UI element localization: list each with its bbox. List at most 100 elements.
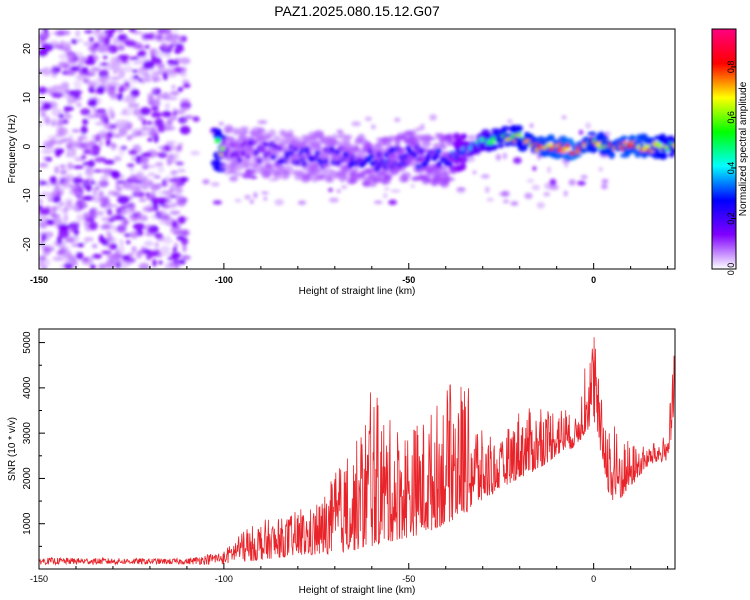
spectral-blob xyxy=(137,78,143,82)
spectral-blob xyxy=(158,210,167,217)
spectral-blob xyxy=(113,134,121,138)
spectral-blob xyxy=(131,210,140,214)
spectral-blob xyxy=(82,149,92,155)
spectral-blob xyxy=(351,121,361,127)
spectral-blob xyxy=(72,203,80,210)
spectral-blob xyxy=(274,198,284,206)
spectral-blob xyxy=(108,126,117,131)
spectral-blob xyxy=(284,158,291,166)
spectral-blob xyxy=(175,57,183,63)
spectral-blob xyxy=(39,69,44,73)
spectral-blob xyxy=(601,178,609,184)
spectral-blob xyxy=(41,150,53,154)
spectral-blob xyxy=(312,168,321,176)
spectral-blob xyxy=(39,204,43,211)
spectral-blob xyxy=(328,188,333,192)
spectral-blob xyxy=(169,186,175,194)
spectral-blob xyxy=(64,47,73,56)
spectral-blob xyxy=(131,30,143,35)
spectral-blob xyxy=(156,62,165,69)
spectral-blob xyxy=(86,183,92,192)
spectral-blob xyxy=(172,247,177,252)
spectral-blob xyxy=(150,88,157,93)
spectral-blob xyxy=(349,177,359,183)
spectral-blob xyxy=(510,201,519,206)
spectral-blob xyxy=(546,166,552,174)
spectral-blob xyxy=(166,96,178,101)
spectral-blob xyxy=(516,132,522,137)
spectral-blob xyxy=(280,137,290,142)
spectral-blob xyxy=(157,68,170,73)
spectral-blob xyxy=(177,168,186,173)
spectral-blob xyxy=(103,159,115,165)
spectral-blob xyxy=(147,137,153,142)
spectral-blob xyxy=(92,169,104,173)
spectral-blob xyxy=(66,161,73,171)
snr-y-tick-label: 1000 xyxy=(22,512,33,535)
spectral-blob xyxy=(177,142,184,146)
spectral-blob xyxy=(373,200,383,204)
spectral-blob xyxy=(215,137,221,144)
spectral-blob xyxy=(156,182,169,188)
spectral-blob xyxy=(319,167,327,173)
spectral-blob xyxy=(110,61,123,67)
spectral-blob xyxy=(370,124,376,130)
spectral-blob xyxy=(150,190,157,199)
spectral-blob xyxy=(279,141,290,146)
spectral-blob xyxy=(524,192,533,200)
spectral-blob xyxy=(495,153,502,161)
spectral-blob xyxy=(249,175,258,179)
spectral-blob xyxy=(120,111,128,116)
spectral-blob xyxy=(63,263,74,269)
spectral-blob xyxy=(121,207,131,216)
spectral-blob xyxy=(165,126,176,131)
spectral-blob xyxy=(179,125,191,135)
spectral-blob xyxy=(440,180,450,188)
spectral-blob xyxy=(89,36,94,43)
spectral-blob xyxy=(76,252,84,260)
spectral-blob xyxy=(190,150,201,156)
spectral-blob xyxy=(91,253,103,259)
spectral-blob xyxy=(157,152,168,159)
spectral-blob xyxy=(110,76,121,80)
spectral-blob xyxy=(60,207,69,214)
spectral-blob xyxy=(178,216,186,224)
spectral-blob xyxy=(113,155,122,162)
spectral-blob xyxy=(117,54,130,60)
spectral-blob xyxy=(66,70,72,77)
spectral-blob xyxy=(181,255,191,261)
spectral-blob xyxy=(46,244,54,248)
spectral-blob xyxy=(77,243,85,248)
spectral-blob xyxy=(174,186,184,194)
spectral-blob xyxy=(335,159,341,166)
snr-panel: -150 -100 -50 0 1000 2000 3000 4000 5000 Height … xyxy=(7,328,676,596)
spectral-blob xyxy=(421,140,432,148)
spectral-blob xyxy=(64,42,71,49)
spectral-blob xyxy=(63,106,74,112)
spectrogram-x-tick-label: -100 xyxy=(215,275,233,285)
spectral-blob xyxy=(71,243,79,248)
spectral-blob xyxy=(83,212,90,220)
spectral-blob xyxy=(125,240,131,245)
spectral-blob xyxy=(394,117,401,123)
spectral-blob xyxy=(124,94,137,104)
snr-x-axis-label: Height of straight line (km) xyxy=(299,585,416,596)
colorbar-tick-label: 0.0 xyxy=(726,263,736,276)
spectral-blob xyxy=(42,102,52,110)
spectral-blob xyxy=(154,35,166,43)
spectral-blob xyxy=(56,235,63,245)
spectral-blob xyxy=(133,186,142,195)
spectral-blob xyxy=(162,237,173,245)
spectral-blob xyxy=(116,93,124,101)
spectral-blob xyxy=(45,117,50,126)
spectral-blob xyxy=(323,158,329,165)
spectral-blob xyxy=(85,168,94,178)
spectral-blob xyxy=(608,150,616,159)
spectral-blob xyxy=(173,152,179,160)
spectral-blob xyxy=(153,174,161,179)
spectral-blob xyxy=(442,171,451,177)
spectral-blob xyxy=(166,118,173,127)
spectral-blob xyxy=(120,119,130,125)
